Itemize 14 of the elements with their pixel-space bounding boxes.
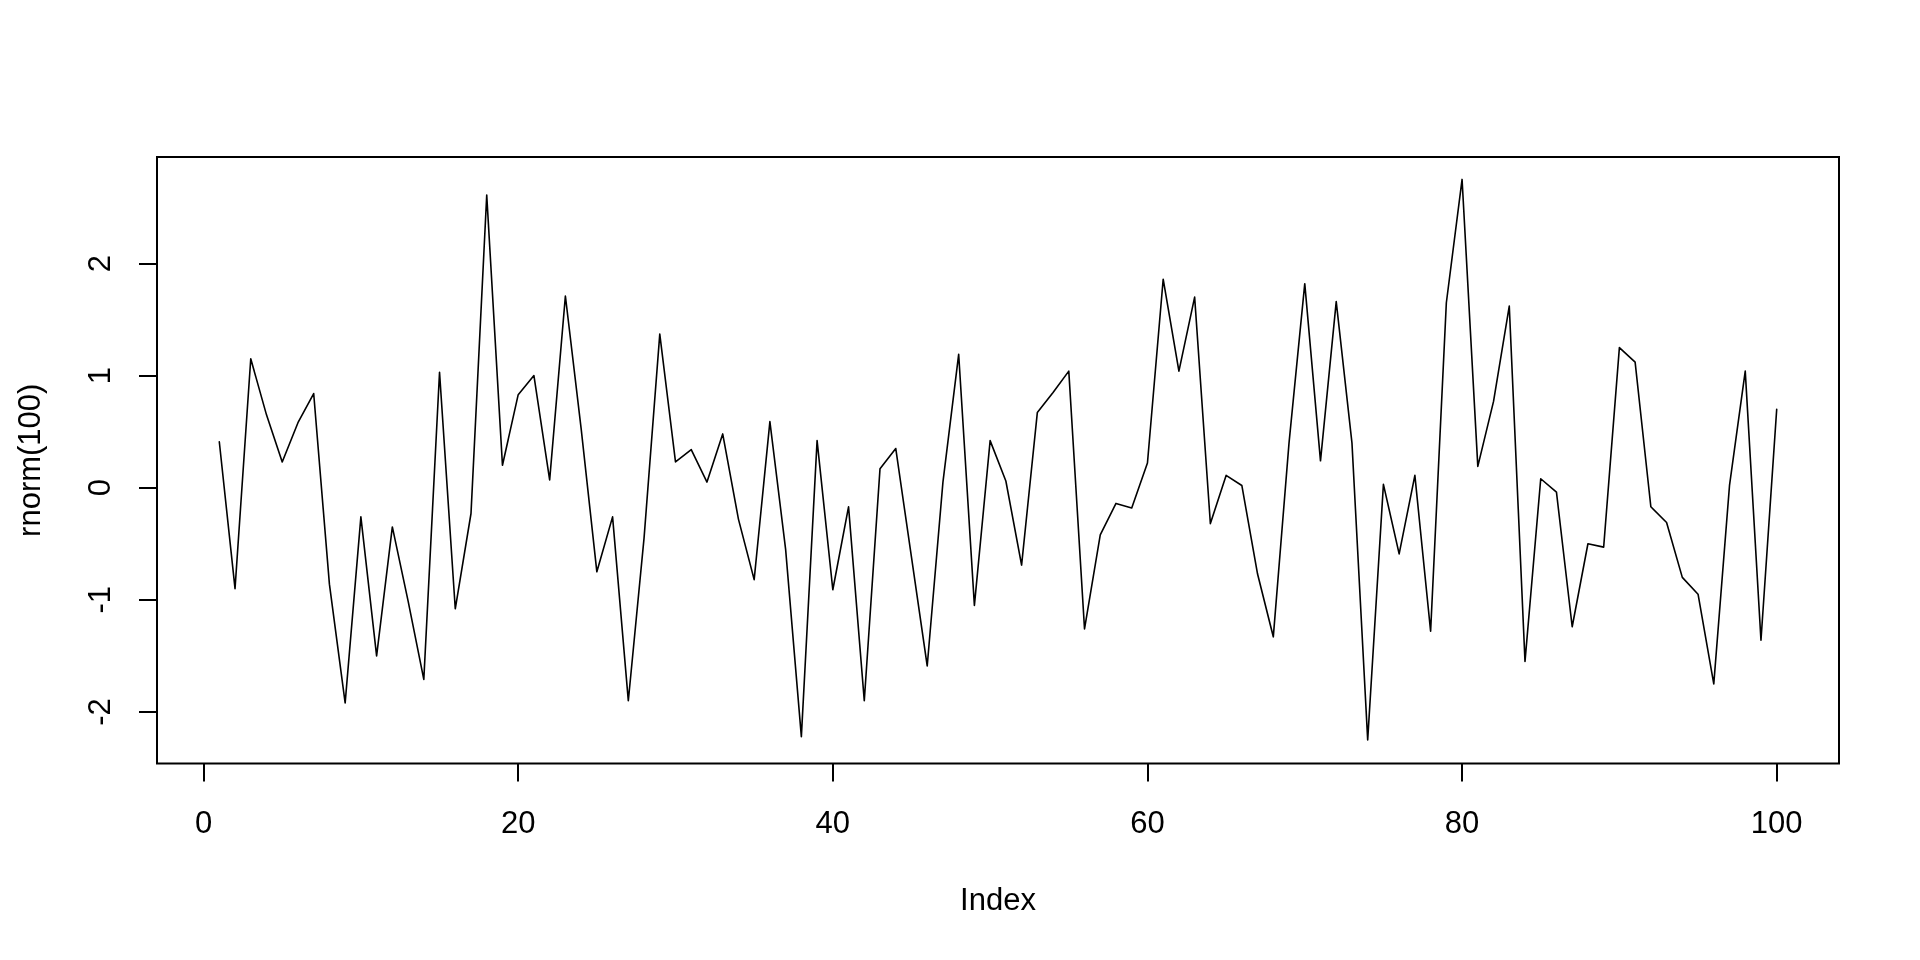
x-tick-label: 40 (815, 804, 851, 840)
x-tick-label: 0 (194, 804, 213, 840)
y-tick-label: 0 (82, 479, 117, 497)
y-tick-label: 2 (82, 254, 117, 273)
x-tick-label: 100 (1750, 804, 1803, 840)
y-tick-label: 1 (82, 366, 117, 385)
x-axis-title: Index (960, 881, 1037, 917)
x-tick-label: 60 (1130, 804, 1165, 840)
y-tick-label: -2 (82, 698, 117, 726)
x-tick-label: 20 (500, 804, 536, 840)
y-axis-title: rnorm(100) (12, 383, 47, 537)
y-tick-label: -1 (82, 586, 117, 614)
x-tick-label: 80 (1444, 804, 1480, 840)
line-series (218, 178, 1778, 741)
